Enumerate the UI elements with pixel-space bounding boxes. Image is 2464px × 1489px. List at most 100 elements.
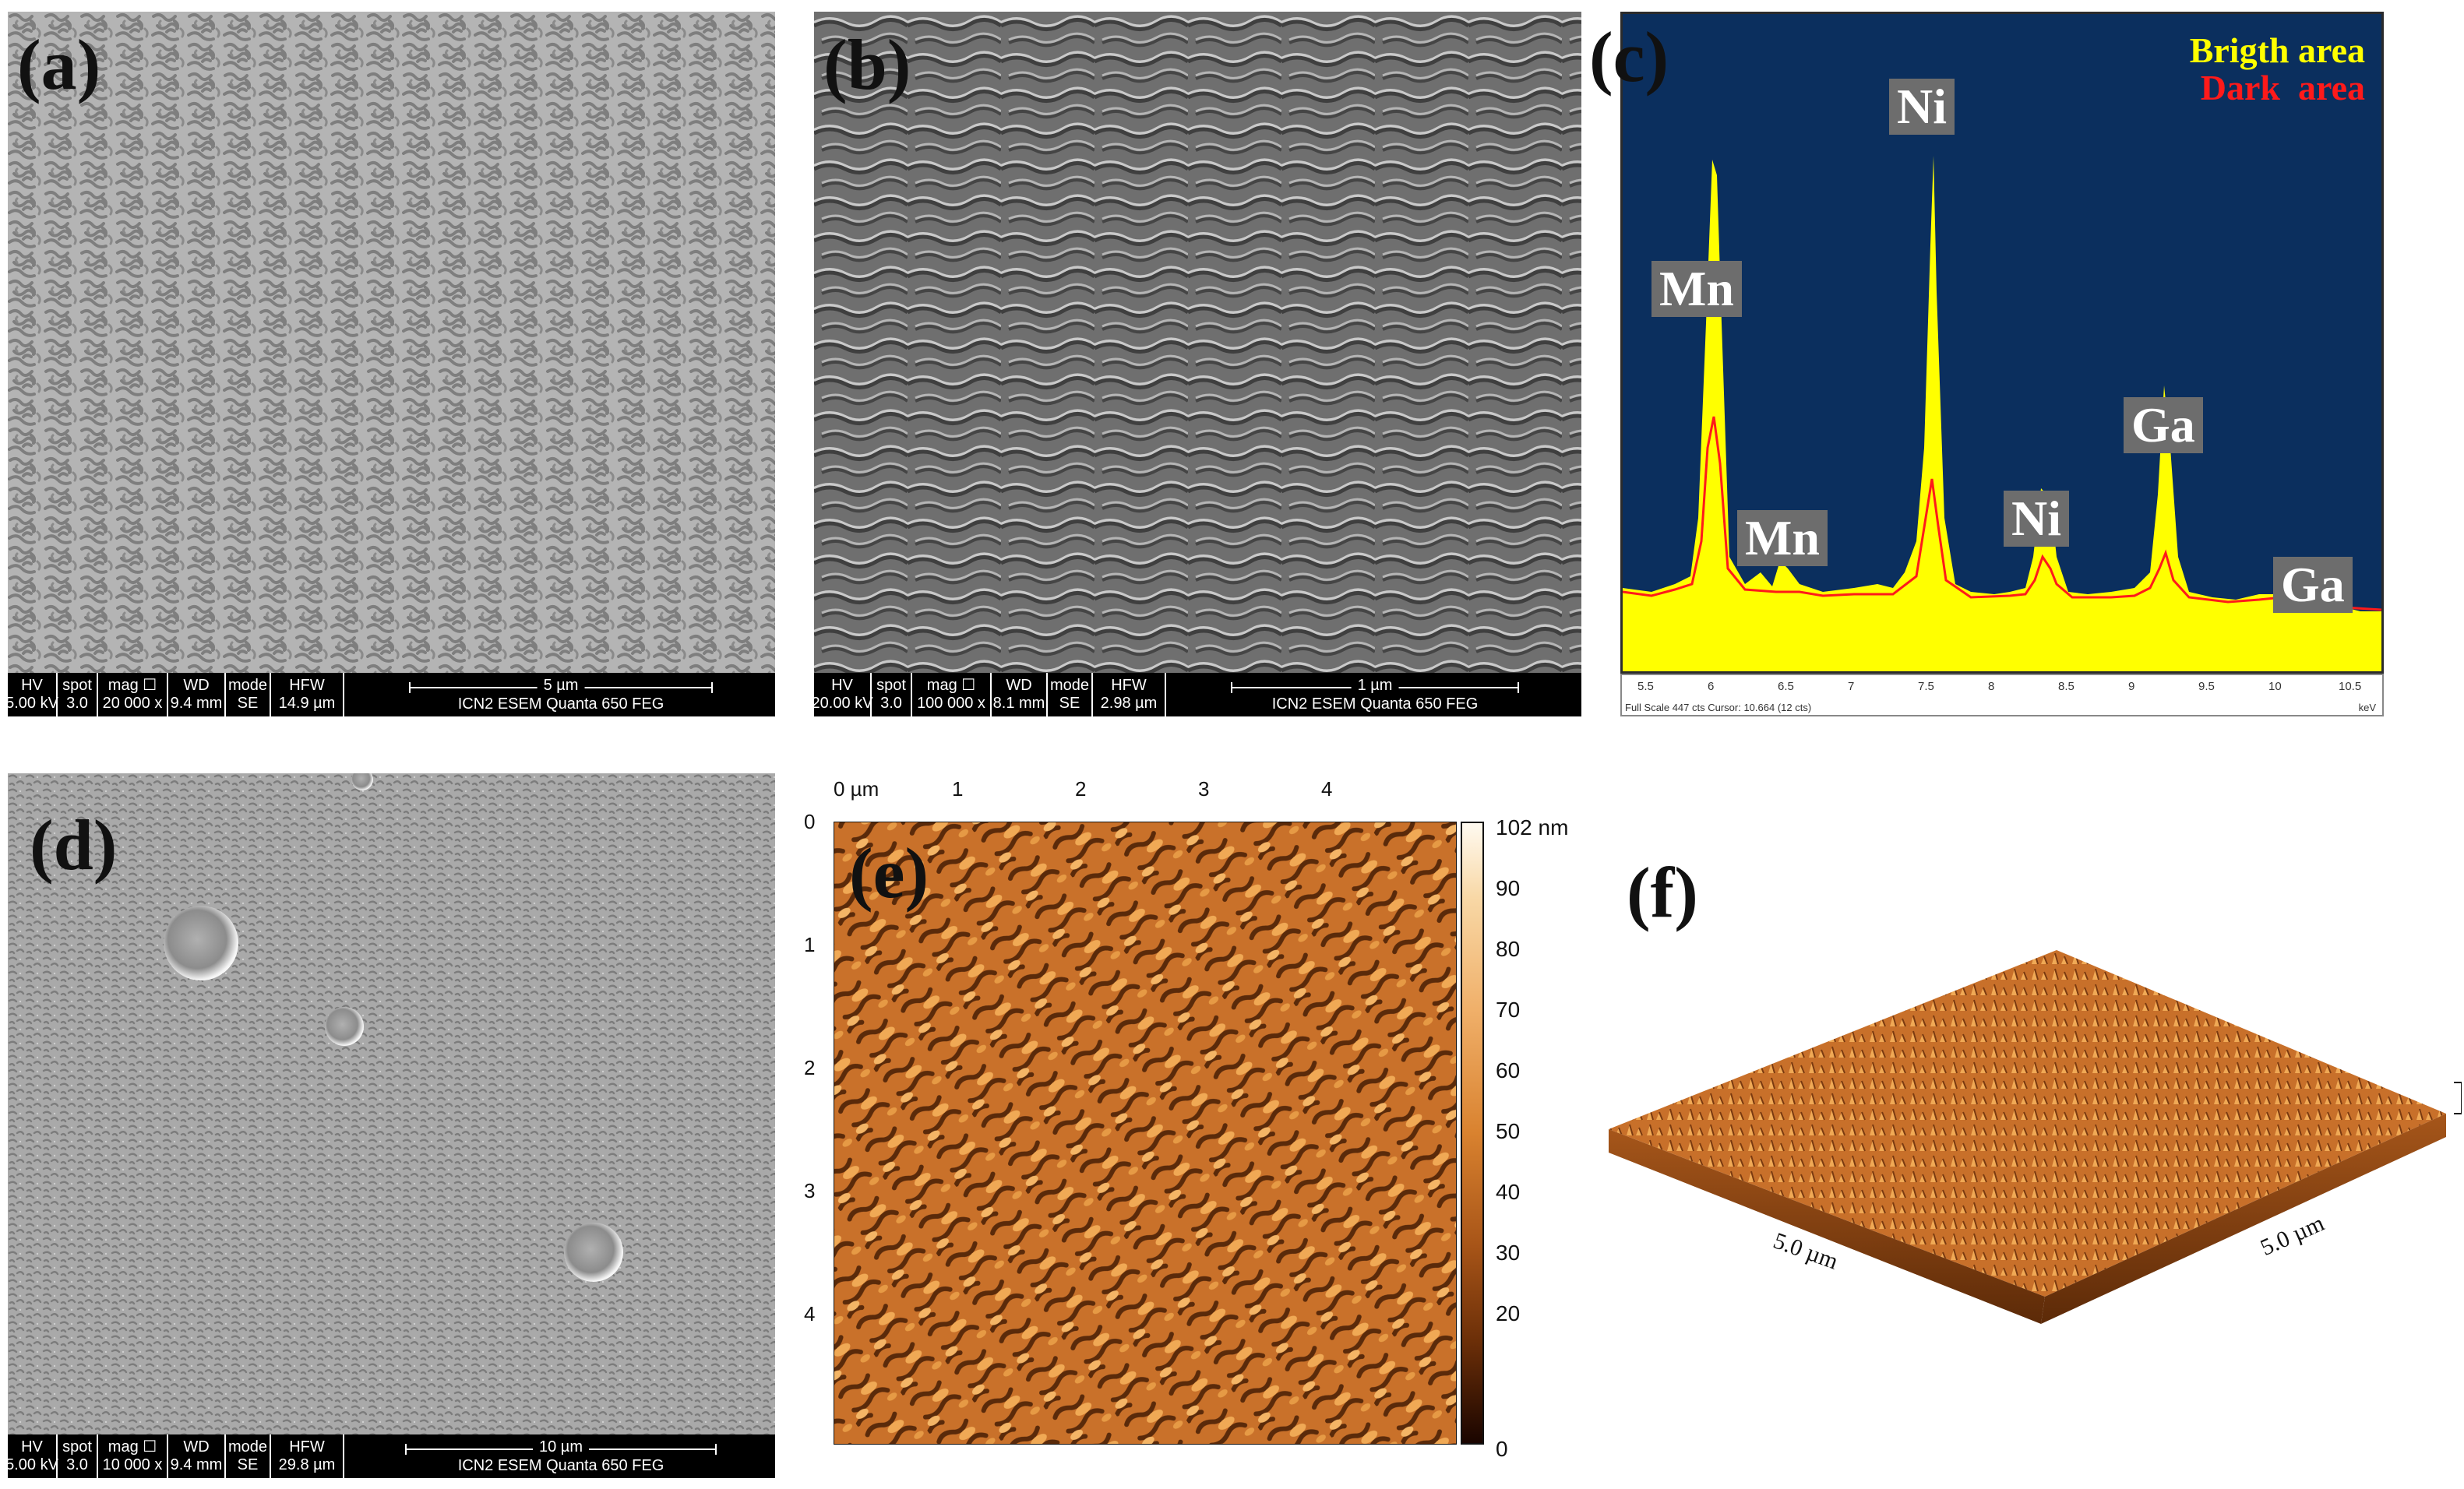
colorbar-tick: 90 (1496, 876, 1521, 900)
afm-y-tick: 2 (804, 1056, 816, 1079)
wd-cell: WD 9.4 mm (168, 1434, 226, 1478)
afm-2d-panel: (e) 0 µm 1 2 3 4 0 1 2 3 4 102 nm 90 80 70 60 50 40 30 20 0 (802, 771, 1613, 1472)
afm-colorbar (1461, 822, 1484, 1445)
afm-3d-surface (1609, 950, 2462, 1324)
eds-tick-label: 7.5 (1918, 680, 1934, 693)
spot-cell: spot 3.0 (872, 673, 912, 716)
eds-spectrum (1622, 156, 2382, 671)
wd-cell: WD 8.1 mm (992, 673, 1048, 716)
surface-top (1609, 950, 2446, 1297)
afm-height-map (834, 822, 1457, 1445)
hfw-cell: HFW 2.98 µm (1093, 673, 1166, 716)
sem-image-d (8, 773, 775, 1434)
wd-cell: WD 9.4 mm (168, 673, 226, 716)
afm-3d-panel: (f) 5.0 µm 5.0 µm (1605, 857, 2462, 1402)
afm-x-tick: 1 (952, 777, 964, 801)
eds-footer-left: Full Scale 447 cts Cursor: 10.664 (12 ct… (1625, 702, 1812, 713)
peak-label-ni-ka: Ni (1889, 79, 1955, 135)
scale-label: 5 µm (537, 677, 585, 695)
eds-spectrum-panel: (c) Brigth area Dark area Mn Mn Ni Ni Ga… (1589, 12, 2384, 716)
peak-label-mn-kb: Mn (1737, 510, 1828, 566)
eds-tick-label: 7 (1848, 680, 1855, 693)
afm-x-tick: 0 µm (834, 777, 879, 801)
colorbar-tick: 80 (1496, 937, 1521, 961)
eds-tick-label: 6 (1708, 680, 1715, 693)
eds-footer-unit: keV (2358, 702, 2376, 713)
spot-cell: spot 3.0 (58, 1434, 98, 1478)
droplet-small (325, 1007, 364, 1046)
afm-y-tick: 4 (804, 1302, 816, 1325)
hfw-cell: HFW 14.9 µm (271, 673, 344, 716)
sem-info-bar-b: HV 20.00 kV spot 3.0 mag ☐ 100 000 x WD 8.1 … (812, 673, 1581, 716)
sem-info-bar-a: HV 5.00 kV spot 3.0 mag ☐ 20 000 x WD 9.4 mm… (5, 673, 775, 716)
hv-cell: HV 5.00 kV (5, 673, 58, 716)
colorbar-tick: 60 (1496, 1058, 1521, 1082)
mag-cell: mag ☐ 100 000 x (912, 673, 992, 716)
afm-x-tick: 2 (1075, 777, 1087, 801)
afm-y-tick: 1 (804, 933, 816, 956)
hv-cell: HV 20.00 kV (812, 673, 872, 716)
surface-side-left (1609, 1129, 2045, 1324)
dark-area-spectrum (1622, 416, 2382, 611)
mag-cell: mag ☐ 20 000 x (98, 673, 168, 716)
surface-side-right (2041, 1114, 2446, 1324)
afm-x-tick: 3 (1198, 777, 1210, 801)
mode-cell: mode SE (1048, 673, 1093, 716)
eds-tick-label: 9.5 (2198, 680, 2215, 693)
droplet-large (164, 906, 238, 980)
scale-label: 10 µm (533, 1438, 589, 1456)
sem-info-bar-d: HV 5.00 kV spot 3.0 mag ☐ 10 000 x WD 9.4 mm… (5, 1434, 775, 1478)
afm-y-tick: 0 (804, 810, 816, 833)
colorbar-tick: 20 (1496, 1301, 1521, 1325)
eds-tick-label: 5.5 (1637, 680, 1654, 693)
sem-image-a (8, 12, 775, 673)
eds-tick-label: 9 (2128, 680, 2135, 693)
eds-tick-label: 8 (1988, 680, 1995, 693)
hv-cell: HV 5.00 kV (5, 1434, 58, 1478)
hfw-cell: HFW 29.8 µm (271, 1434, 344, 1478)
scale-label: 1 µm (1351, 677, 1399, 695)
peak-label-mn-ka: Mn (1651, 261, 1742, 317)
legend-bright: Brigth area (2189, 30, 2365, 70)
eds-tick-label: 8.5 (2058, 680, 2074, 693)
eds-tick-label: 10 (2268, 680, 2282, 693)
mode-cell: mode SE (226, 673, 271, 716)
eds-energy-axis: 5.5 6 6.5 7 7.5 8 8.5 9 9.5 10 10.5 Full Scale 447… (1620, 674, 2384, 716)
scale-bar-a: 5 µm ICN2 ESEM Quanta 650 FEG (347, 673, 775, 716)
scale-bar-b: 1 µm ICN2 ESEM Quanta 650 FEG (1169, 673, 1581, 716)
legend-dark: Dark area (2200, 68, 2365, 108)
colorbar-tick: 30 (1496, 1241, 1521, 1265)
colorbar-tick: 0 (1496, 1437, 1508, 1461)
panel-label-a: (a) (17, 25, 101, 104)
droplet-medium (564, 1223, 623, 1282)
sem-image-b (814, 12, 1581, 673)
instrument-label: ICN2 ESEM Quanta 650 FEG (457, 695, 664, 713)
instrument-label: ICN2 ESEM Quanta 650 FEG (457, 1457, 664, 1474)
panel-label-e: (e) (849, 833, 929, 913)
eds-tick-label: 6.5 (1778, 680, 1794, 693)
panel-label-f: (f) (1627, 853, 1698, 932)
panel-label-c: (c) (1589, 17, 1669, 97)
panel-label-b: (b) (823, 25, 911, 104)
sem-panel-a: (a) HV 5.00 kV spot 3.0 mag ☐ 20 000 x WD 9.… (5, 12, 775, 716)
panel-label-d: (d) (30, 805, 118, 885)
spot-cell: spot 3.0 (58, 673, 98, 716)
colorbar-tick: 102 nm (1496, 815, 1569, 840)
eds-legend: Brigth area Dark area (2189, 30, 2365, 108)
instrument-label: ICN2 ESEM Quanta 650 FEG (1271, 695, 1479, 713)
z-scale-bracket (2454, 1082, 2462, 1114)
afm-y-tick: 3 (804, 1179, 816, 1202)
mag-cell: mag ☐ 10 000 x (98, 1434, 168, 1478)
scale-bar-d: 10 µm ICN2 ESEM Quanta 650 FEG (347, 1434, 775, 1478)
peak-label-ni-kb: Ni (2004, 491, 2069, 547)
sem-panel-b: (b) HV 20.00 kV spot 3.0 mag ☐ 100 000 x WD… (812, 12, 1581, 716)
colorbar-tick: 70 (1496, 998, 1521, 1022)
droplet-tiny (351, 773, 373, 790)
mode-cell: mode SE (226, 1434, 271, 1478)
bright-area-spectrum (1623, 156, 2381, 671)
peak-label-ga-kb: Ga (2273, 557, 2353, 613)
sem-panel-d: (d) HV 5.00 kV spot 3.0 mag ☐ 10 000 x WD 9.… (5, 773, 775, 1478)
colorbar-tick: 50 (1496, 1119, 1521, 1143)
colorbar-tick: 40 (1496, 1180, 1521, 1204)
peak-label-ga-ka: Ga (2124, 397, 2203, 453)
